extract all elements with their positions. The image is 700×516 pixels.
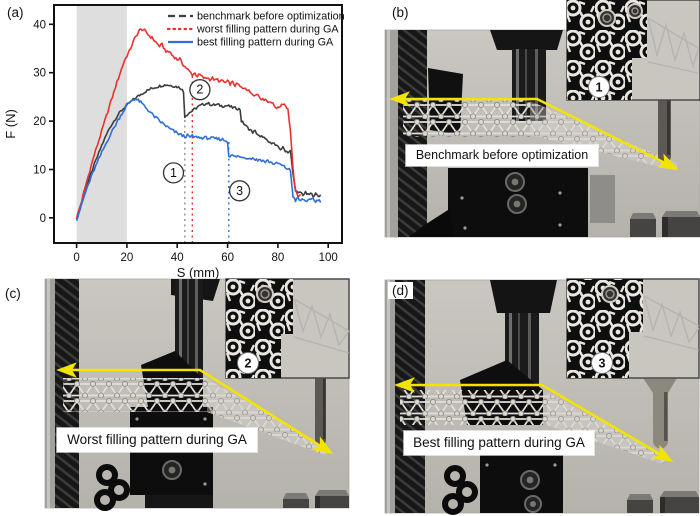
preload-band [76,5,127,243]
caption-worst: Worst filling pattern during GA [57,428,257,452]
bolt-icon [601,285,619,303]
y-tick-label: 30 [33,68,46,80]
series-line-0 [75,84,322,220]
cable-coil [442,465,478,515]
inset-badge-circle [588,76,610,98]
base-fixtures [627,491,699,513]
base-fixtures [630,211,700,237]
annotation-circle-2 [189,79,211,101]
inset-badge-circle [591,352,613,374]
measurement-arrow [389,91,679,170]
x-tick-label: 60 [221,252,234,264]
panel-b-label: (b) [388,4,413,21]
clamp-block [409,168,615,237]
inset-closeup: 3 [566,278,700,379]
inset-badge-circle [237,352,259,374]
annotation-circle-1 [162,162,185,184]
photo-panel-d: 3 [384,278,700,515]
measurement-arrow [56,362,334,455]
panel-a-label: (a) [3,4,28,21]
inset-badge-number: 2 [245,357,252,371]
legend-label-2: best filling pattern during GA [197,37,334,49]
load-probe [658,100,671,163]
y-tick-label: 0 [40,213,46,225]
panel-d-label: (d) [388,282,413,299]
inset-badge-number: 1 [596,81,603,95]
clamp-block [480,455,563,513]
x-tick-label: 40 [171,252,184,264]
caption-benchmark: Benchmark before optimization [406,145,598,166]
x-tick-label: 20 [121,252,134,264]
y-axis-label: F (N) [3,109,18,139]
annotation-number-1: 1 [170,166,177,180]
cable-coil [409,210,455,237]
legend-label-0: benchmark before optimization [197,11,345,23]
photo-panel-c: 2 [44,278,350,511]
x-tick-label: 0 [73,252,79,264]
photo-panel-b: 1 [384,0,700,238]
y-tick-label: 40 [33,19,46,31]
bolt-icon [256,285,274,303]
base-fixtures [283,490,349,508]
series-line-1 [75,28,302,219]
clamp-block [130,407,213,508]
load-probe [315,378,326,446]
bolt-icon [627,3,643,19]
panel-c-label: (c) [1,285,25,302]
series-line-2 [75,98,322,222]
bolt-icon [598,9,616,27]
inset-badge-number: 3 [599,357,606,371]
annotation-number-2: 2 [196,83,203,97]
x-tick-label: 100 [319,252,338,264]
y-tick-label: 20 [33,116,46,128]
cable-coil [94,464,130,511]
legend-label-1: worst filling pattern during GA [196,24,339,36]
x-axis-label: S (mm) [177,265,220,280]
annotation-circle-3 [228,180,251,202]
inset-closeup: 1 [566,0,700,101]
plot-border [53,4,343,244]
annotation-number-3: 3 [236,184,243,198]
x-tick-label: 80 [272,252,285,264]
caption-best: Best filling pattern during GA [404,431,594,455]
inset-closeup: 2 [225,278,350,379]
measurement-arrow [394,377,674,462]
y-tick-label: 10 [33,165,46,177]
